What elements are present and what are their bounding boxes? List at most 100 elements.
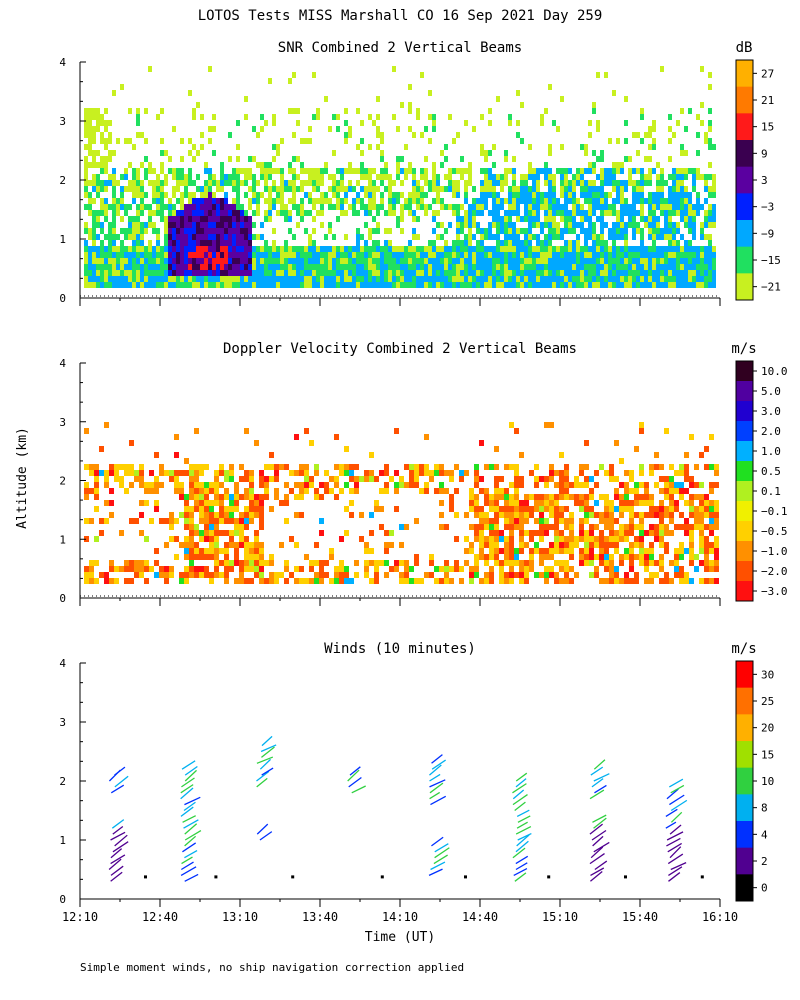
snr-cell xyxy=(136,240,140,246)
snr-cell xyxy=(484,258,488,264)
snr-cell xyxy=(88,162,92,168)
snr-cell xyxy=(408,198,412,204)
snr-cell xyxy=(644,246,648,252)
doppler-cell xyxy=(164,518,169,524)
snr-cell xyxy=(508,252,512,258)
wind-barb xyxy=(593,759,606,770)
doppler-cell xyxy=(94,560,99,566)
snr-cell xyxy=(308,174,312,180)
snr-cell xyxy=(248,282,252,288)
doppler-cell xyxy=(599,530,604,536)
snr-cell xyxy=(392,180,396,186)
snr-cell xyxy=(448,264,452,270)
doppler-cell xyxy=(214,542,219,548)
snr-cell xyxy=(444,264,448,270)
doppler-cell xyxy=(344,578,349,584)
doppler-cell xyxy=(84,494,89,500)
snr-cell xyxy=(252,126,256,132)
snr-cell xyxy=(192,156,196,162)
snr-cell xyxy=(452,186,456,192)
doppler-cell xyxy=(584,440,589,446)
doppler-cell xyxy=(369,578,374,584)
doppler-cell xyxy=(304,470,309,476)
snr-cell xyxy=(644,198,648,204)
doppler-cell xyxy=(509,530,514,536)
snr-cell xyxy=(512,186,516,192)
doppler-cell xyxy=(614,476,619,482)
snr-cell xyxy=(656,186,660,192)
snr-cell xyxy=(536,246,540,252)
snr-cell xyxy=(280,282,284,288)
snr-cell xyxy=(428,204,432,210)
snr-cell xyxy=(652,126,656,132)
snr-cell xyxy=(256,192,260,198)
snr-cell xyxy=(488,252,492,258)
doppler-cell xyxy=(524,506,529,512)
snr-cell xyxy=(636,264,640,270)
snr-cell xyxy=(464,186,468,192)
snr-cell xyxy=(492,210,496,216)
doppler-cell xyxy=(434,464,439,470)
snr-cell xyxy=(416,246,420,252)
doppler-cell xyxy=(174,452,179,458)
snr-cell xyxy=(356,282,360,288)
snr-cell xyxy=(600,180,604,186)
snr-cell xyxy=(648,264,652,270)
doppler-cell xyxy=(469,506,474,512)
snr-cell xyxy=(176,222,180,228)
snr-cell xyxy=(268,246,272,252)
y-tick-label: 0 xyxy=(59,893,66,906)
snr-cell xyxy=(600,258,604,264)
snr-cell xyxy=(196,240,200,246)
doppler-cell xyxy=(169,518,174,524)
snr-cell xyxy=(432,180,436,186)
snr-cell xyxy=(124,276,128,282)
snr-cell xyxy=(204,210,208,216)
snr-cell xyxy=(672,276,676,282)
snr-cell xyxy=(524,174,528,180)
snr-cell xyxy=(596,126,600,132)
snr-cell xyxy=(604,72,608,78)
snr-cell xyxy=(596,216,600,222)
doppler-cell xyxy=(564,560,569,566)
snr-cell xyxy=(424,156,428,162)
snr-cell xyxy=(584,264,588,270)
snr-cell xyxy=(124,210,128,216)
doppler-cell xyxy=(639,500,644,506)
colorbar-label: 10 xyxy=(761,775,774,788)
snr-cell xyxy=(108,252,112,258)
snr-cell xyxy=(440,186,444,192)
y-axis-label: Altitude (km) xyxy=(15,427,30,529)
snr-cell xyxy=(552,192,556,198)
snr-cell xyxy=(636,180,640,186)
snr-cell xyxy=(192,204,196,210)
wind-barb xyxy=(349,766,361,776)
doppler-cell xyxy=(114,578,119,584)
snr-cell xyxy=(520,246,524,252)
snr-cell xyxy=(180,198,184,204)
doppler-cell xyxy=(259,500,264,506)
doppler-cell xyxy=(139,560,144,566)
doppler-cell xyxy=(359,536,364,542)
snr-cell xyxy=(524,216,528,222)
snr-cell xyxy=(256,210,260,216)
snr-cell xyxy=(320,246,324,252)
snr-cell xyxy=(504,168,508,174)
snr-cell xyxy=(268,210,272,216)
snr-cell xyxy=(92,174,96,180)
snr-cell xyxy=(272,276,276,282)
snr-cell xyxy=(380,258,384,264)
doppler-cell xyxy=(224,470,229,476)
doppler-cell xyxy=(529,494,534,500)
snr-cell xyxy=(680,108,684,114)
doppler-cell xyxy=(699,482,704,488)
snr-cell xyxy=(204,162,208,168)
doppler-cell xyxy=(484,542,489,548)
wind-barb xyxy=(259,758,271,770)
snr-cell xyxy=(372,186,376,192)
snr-cell xyxy=(148,264,152,270)
snr-cell xyxy=(672,246,676,252)
snr-cell xyxy=(496,270,500,276)
snr-cell xyxy=(272,252,276,258)
doppler-cell xyxy=(364,560,369,566)
